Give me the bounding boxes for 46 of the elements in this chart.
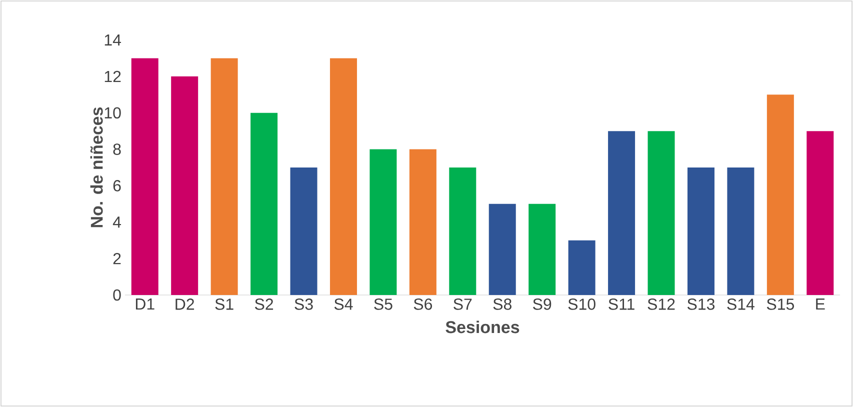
bar <box>370 149 397 295</box>
x-tick-label: S7 <box>454 298 472 310</box>
bar <box>806 131 834 295</box>
y-tick-label: 12 <box>104 70 121 82</box>
bar <box>766 94 794 295</box>
y-tick-label: 10 <box>104 107 121 119</box>
x-tick-label: S2 <box>254 298 274 310</box>
bar <box>528 204 556 295</box>
x-tick-label: D2 <box>176 298 194 310</box>
x-tick-label: D1 <box>136 298 154 310</box>
bar <box>131 58 158 295</box>
y-tick-label: 14 <box>104 34 121 46</box>
bar <box>330 58 357 295</box>
bar <box>250 112 278 295</box>
bar <box>687 167 714 295</box>
x-tick-label: S9 <box>533 298 552 310</box>
x-tick-label: S13 <box>687 298 714 310</box>
bar <box>210 58 238 295</box>
bar <box>409 149 436 295</box>
x-tick-label: S3 <box>294 298 313 310</box>
x-tick-label: S8 <box>493 298 512 310</box>
x-tick-label: S11 <box>608 298 634 310</box>
y-axis-title: No. de niñeces <box>90 107 103 228</box>
bar <box>608 131 636 295</box>
bar <box>290 167 318 295</box>
y-tick-label: 6 <box>113 180 121 192</box>
x-tick-label: E <box>816 298 825 310</box>
x-tick-label: S5 <box>374 298 392 310</box>
x-axis-title: Sesiones <box>446 320 520 334</box>
x-tick-label: S15 <box>766 298 794 310</box>
y-tick-label: 8 <box>113 144 121 155</box>
y-tick-label: 2 <box>113 252 121 264</box>
x-tick-label: S10 <box>568 298 596 310</box>
bar <box>727 167 754 295</box>
y-tick-label: 0 <box>113 289 121 301</box>
bar <box>568 240 596 295</box>
x-tick-label: S14 <box>727 298 754 310</box>
x-tick-label: S1 <box>215 298 234 310</box>
bar <box>171 76 198 295</box>
bar <box>488 204 516 295</box>
bar <box>648 131 675 295</box>
bar <box>449 167 476 295</box>
x-tick-label: S12 <box>648 298 675 310</box>
y-tick-label: 4 <box>112 216 121 228</box>
x-tick-label: S6 <box>414 298 432 310</box>
x-tick-label: S4 <box>334 298 353 310</box>
